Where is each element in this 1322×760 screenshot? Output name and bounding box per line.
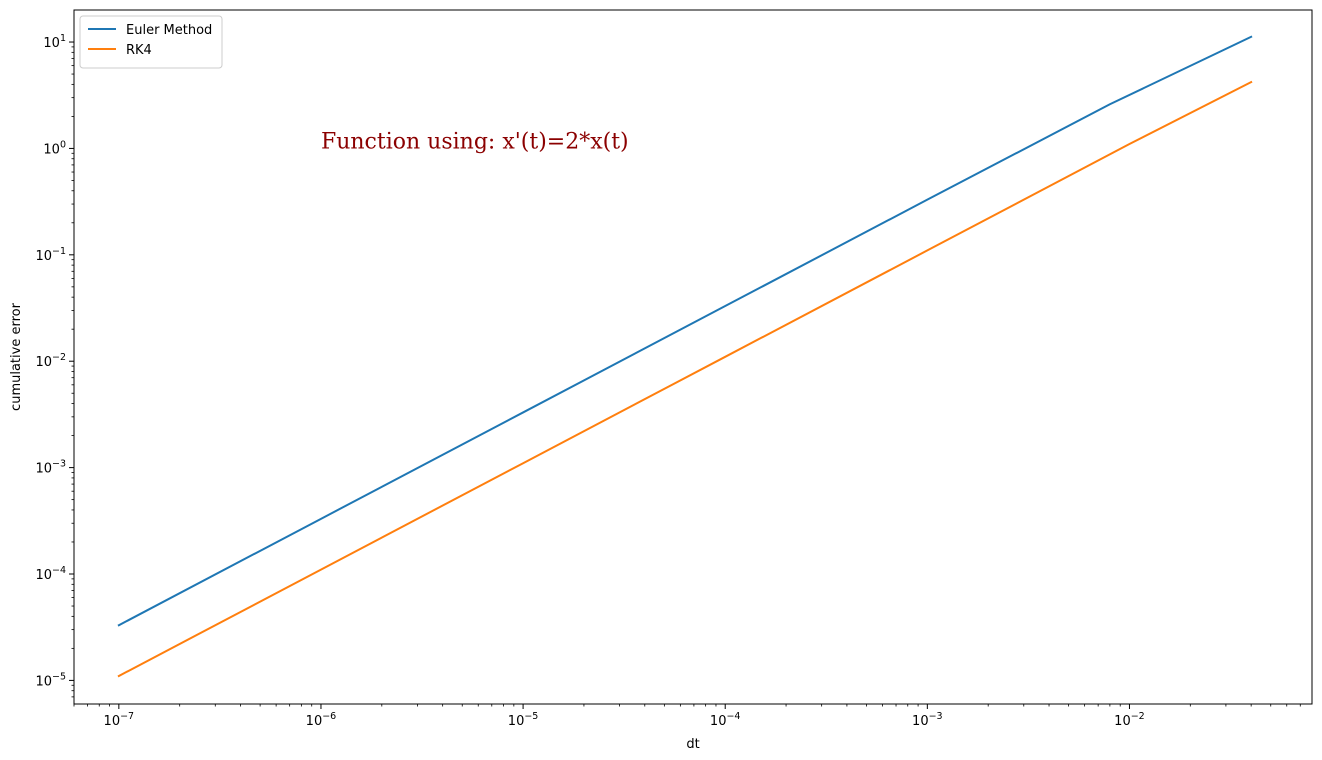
function-annotation: Function using: x'(t)=2*x(t): [321, 129, 629, 154]
x-tick-label: 10−3: [912, 711, 943, 729]
y-tick-label: 10−1: [35, 246, 66, 264]
y-axis-label: cumulative error: [9, 302, 24, 411]
x-tick-label: 10−5: [508, 711, 539, 729]
x-tick-label: 10−7: [104, 711, 135, 729]
x-axis-label: dt: [686, 737, 699, 752]
y-tick-label: 10−2: [35, 352, 66, 370]
plot-area-frame: [73, 9, 1313, 705]
legend-label: Euler Method: [126, 23, 212, 38]
x-tick-label: 10−2: [1114, 711, 1145, 729]
y-tick-label: 10−4: [35, 565, 66, 583]
y-tick-label: 101: [43, 33, 66, 51]
x-tick-label: 10−4: [710, 711, 741, 729]
legend-label: RK4: [126, 43, 152, 58]
y-tick-label: 10−5: [35, 671, 66, 689]
series-line-rk4: [117, 80, 1253, 678]
y-tick-label: 10−3: [35, 459, 66, 477]
series-line-euler-method: [117, 35, 1253, 627]
x-tick-label: 10−6: [306, 711, 337, 729]
y-tick-label: 100: [43, 139, 66, 157]
